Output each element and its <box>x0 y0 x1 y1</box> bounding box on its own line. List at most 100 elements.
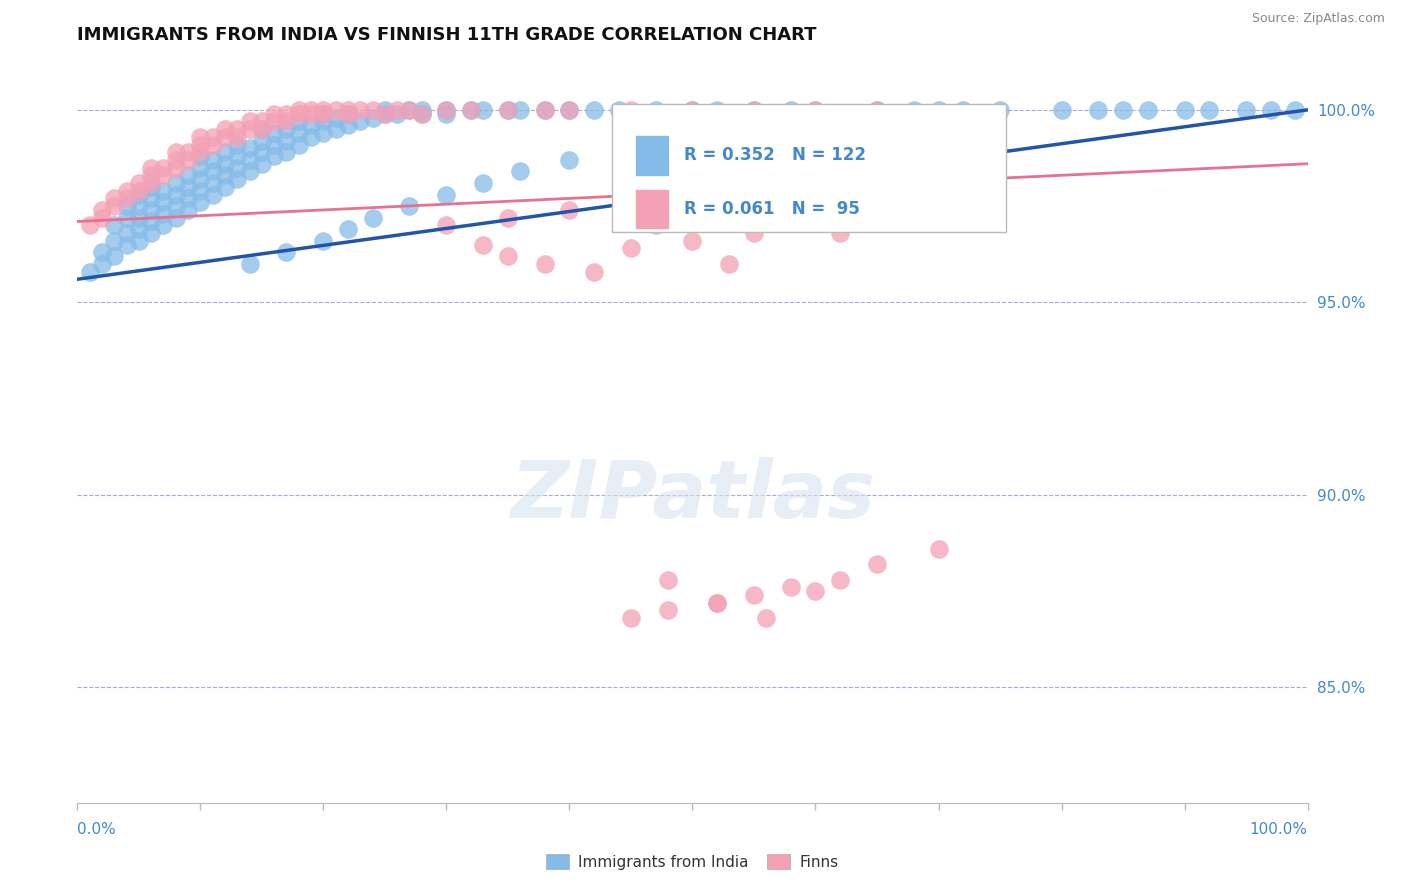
Point <box>165 211 187 225</box>
Point <box>337 103 360 117</box>
Point <box>583 264 606 278</box>
Point <box>804 103 827 117</box>
Point <box>682 187 704 202</box>
Point <box>141 191 163 205</box>
Point <box>682 103 704 117</box>
Point <box>288 137 311 152</box>
Point <box>398 103 420 117</box>
Point <box>1050 103 1073 117</box>
Point <box>387 103 409 117</box>
Point <box>177 191 200 205</box>
Point <box>239 164 262 178</box>
Point <box>201 164 224 178</box>
Point <box>288 114 311 128</box>
Point <box>190 145 212 160</box>
Point <box>115 184 138 198</box>
Point <box>644 103 666 117</box>
Point <box>276 106 298 120</box>
Point <box>374 106 396 120</box>
Point <box>718 257 741 271</box>
Point <box>165 153 187 167</box>
Point <box>103 234 125 248</box>
Point <box>398 199 420 213</box>
Point <box>79 264 101 278</box>
Point <box>152 219 174 233</box>
Point <box>115 237 138 252</box>
Point <box>312 106 335 120</box>
Point <box>706 596 728 610</box>
Point <box>496 249 519 263</box>
Point <box>558 103 581 117</box>
Point <box>830 211 852 225</box>
Point <box>361 111 384 125</box>
Point <box>201 137 224 152</box>
Point <box>866 164 889 178</box>
Point <box>128 184 150 198</box>
Point <box>299 106 322 120</box>
Point <box>620 611 643 625</box>
Point <box>141 202 163 217</box>
Point <box>952 103 974 117</box>
Point <box>312 234 335 248</box>
Point <box>115 226 138 240</box>
Point <box>103 249 125 263</box>
Point <box>239 257 262 271</box>
Point <box>288 126 311 140</box>
Point <box>337 106 360 120</box>
Point <box>226 122 249 136</box>
Point <box>1260 103 1282 117</box>
Point <box>128 176 150 190</box>
Point <box>165 176 187 190</box>
Point <box>337 106 360 120</box>
Point <box>201 153 224 167</box>
Point <box>1174 103 1197 117</box>
Point <box>152 169 174 183</box>
Point <box>325 111 347 125</box>
Point <box>177 169 200 183</box>
Point <box>226 161 249 175</box>
Point <box>682 103 704 117</box>
Point <box>190 129 212 144</box>
Point <box>903 202 925 217</box>
Point <box>1234 103 1257 117</box>
Point <box>201 129 224 144</box>
Point <box>496 211 519 225</box>
Point <box>165 187 187 202</box>
Point <box>1087 103 1109 117</box>
Point <box>706 596 728 610</box>
Point <box>214 129 236 144</box>
Point <box>866 557 889 571</box>
Point <box>558 202 581 217</box>
Point <box>190 137 212 152</box>
Point <box>349 114 371 128</box>
Point <box>250 114 273 128</box>
Point <box>706 103 728 117</box>
Point <box>103 219 125 233</box>
Point <box>780 199 803 213</box>
Point <box>263 149 285 163</box>
Point <box>312 114 335 128</box>
Text: 100.0%: 100.0% <box>1250 822 1308 837</box>
Point <box>312 103 335 117</box>
Point <box>742 588 765 602</box>
Point <box>472 176 495 190</box>
Point <box>90 257 114 271</box>
Text: R = 0.061   N =  95: R = 0.061 N = 95 <box>683 200 859 219</box>
Point <box>128 211 150 225</box>
Point <box>682 234 704 248</box>
Point <box>214 145 236 160</box>
Point <box>299 118 322 132</box>
Point <box>398 103 420 117</box>
Legend: Immigrants from India, Finns: Immigrants from India, Finns <box>540 848 845 876</box>
Point <box>460 103 482 117</box>
Point <box>115 191 138 205</box>
Point <box>387 106 409 120</box>
Point <box>472 103 495 117</box>
Point <box>276 145 298 160</box>
Point <box>115 211 138 225</box>
Point <box>742 179 765 194</box>
Point <box>472 237 495 252</box>
Point <box>152 184 174 198</box>
Point <box>436 106 458 120</box>
Text: ZIPatlas: ZIPatlas <box>510 457 875 534</box>
